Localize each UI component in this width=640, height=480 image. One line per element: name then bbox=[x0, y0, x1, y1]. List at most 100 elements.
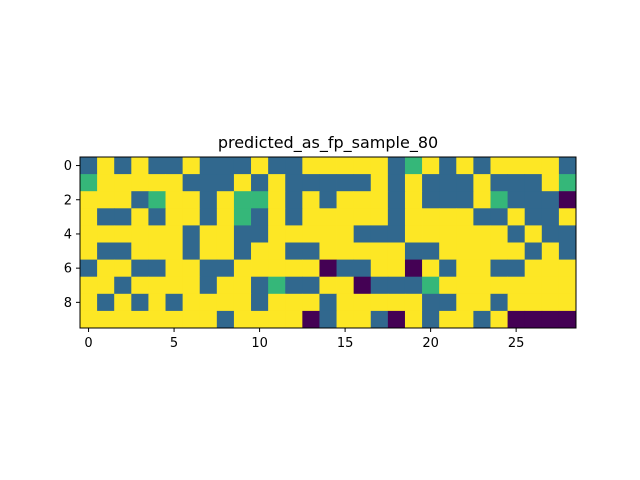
heatmap-cell bbox=[114, 191, 132, 209]
heatmap-cell bbox=[268, 293, 286, 312]
heatmap-cell bbox=[404, 157, 423, 175]
heatmap-cell bbox=[336, 259, 355, 278]
heatmap-cell bbox=[148, 276, 166, 295]
heatmap-cell bbox=[319, 276, 337, 295]
heatmap-cell bbox=[439, 174, 457, 192]
x-tick-label: 25 bbox=[508, 336, 525, 351]
heatmap-cell bbox=[353, 242, 372, 260]
heatmap-cell bbox=[319, 293, 337, 312]
heatmap-cell bbox=[404, 310, 423, 329]
heatmap-cell bbox=[165, 157, 184, 175]
heatmap-cell bbox=[199, 225, 218, 243]
heatmap-cells bbox=[80, 157, 577, 329]
heatmap-cell bbox=[285, 174, 303, 192]
heatmap-cell bbox=[558, 293, 577, 312]
heatmap-cell bbox=[182, 225, 201, 243]
heatmap-cell bbox=[490, 310, 508, 329]
heatmap-cell bbox=[285, 259, 303, 278]
heatmap-cell bbox=[456, 293, 474, 312]
heatmap-cell bbox=[131, 310, 149, 329]
heatmap-cell bbox=[541, 276, 560, 295]
heatmap-cell bbox=[302, 191, 320, 209]
heatmap-cell bbox=[558, 310, 577, 329]
y-tick-label: 8 bbox=[64, 296, 72, 311]
heatmap-cell bbox=[524, 259, 543, 278]
heatmap-cell bbox=[353, 310, 372, 329]
heatmap-cell bbox=[148, 208, 166, 226]
heatmap-cell bbox=[387, 157, 406, 175]
heatmap-cell bbox=[268, 259, 286, 278]
heatmap-cell bbox=[370, 293, 389, 312]
heatmap-cell bbox=[97, 310, 115, 329]
heatmap-cell bbox=[233, 293, 252, 312]
heatmap-cell bbox=[387, 293, 406, 312]
heatmap-cell bbox=[285, 225, 303, 243]
heatmap-cell bbox=[439, 293, 457, 312]
heatmap-cell bbox=[473, 276, 491, 295]
heatmap-cell bbox=[302, 208, 320, 226]
heatmap-cell bbox=[524, 276, 543, 295]
heatmap-cell bbox=[268, 276, 286, 295]
heatmap-cell bbox=[131, 259, 149, 278]
heatmap-cell bbox=[114, 242, 132, 260]
heatmap-cell bbox=[80, 157, 98, 175]
heatmap-cell bbox=[216, 310, 235, 329]
heatmap-cell bbox=[524, 208, 543, 226]
heatmap-cell bbox=[285, 157, 303, 175]
heatmap-cell bbox=[456, 208, 474, 226]
heatmap-cell bbox=[490, 157, 508, 175]
heatmap-cell bbox=[439, 310, 457, 329]
heatmap-cell bbox=[422, 191, 440, 209]
heatmap-cell bbox=[370, 174, 389, 192]
heatmap-cell bbox=[233, 310, 252, 329]
heatmap-cell bbox=[490, 191, 508, 209]
heatmap-cell bbox=[473, 242, 491, 260]
heatmap-cell bbox=[439, 242, 457, 260]
x-tick-label: 20 bbox=[422, 336, 439, 351]
heatmap-cell bbox=[165, 293, 184, 312]
heatmap-cell bbox=[456, 157, 474, 175]
heatmap-cell bbox=[558, 208, 577, 226]
heatmap-cell bbox=[233, 225, 252, 243]
heatmap-cell bbox=[285, 208, 303, 226]
heatmap-cell bbox=[456, 310, 474, 329]
heatmap-cell bbox=[490, 174, 508, 192]
heatmap-cell bbox=[199, 293, 218, 312]
heatmap-cell bbox=[558, 242, 577, 260]
heatmap-cell bbox=[524, 310, 543, 329]
heatmap-cell bbox=[131, 276, 149, 295]
heatmap-cell bbox=[302, 157, 320, 175]
heatmap-cell bbox=[268, 174, 286, 192]
heatmap-cell bbox=[302, 293, 320, 312]
heatmap-cell bbox=[507, 157, 526, 175]
heatmap-cell bbox=[439, 208, 457, 226]
heatmap-cell bbox=[199, 310, 218, 329]
heatmap-cell bbox=[302, 259, 320, 278]
heatmap-cell bbox=[80, 242, 98, 260]
heatmap-cell bbox=[148, 191, 166, 209]
heatmap-cell bbox=[199, 276, 218, 295]
heatmap-cell bbox=[251, 310, 269, 329]
heatmap-cell bbox=[97, 259, 115, 278]
heatmap-cell bbox=[80, 174, 98, 192]
heatmap-cell bbox=[370, 191, 389, 209]
heatmap-cell bbox=[268, 310, 286, 329]
heatmap-cell bbox=[182, 310, 201, 329]
heatmap-cell bbox=[490, 259, 508, 278]
heatmap-cell bbox=[507, 208, 526, 226]
heatmap-cell bbox=[524, 225, 543, 243]
heatmap-cell bbox=[148, 259, 166, 278]
heatmap-cell bbox=[404, 293, 423, 312]
heatmap-cell bbox=[370, 242, 389, 260]
heatmap-cell bbox=[233, 174, 252, 192]
heatmap-cell bbox=[507, 276, 526, 295]
heatmap-cell bbox=[165, 191, 184, 209]
heatmap-cell bbox=[182, 208, 201, 226]
heatmap-cell bbox=[541, 191, 560, 209]
heatmap-cell bbox=[490, 242, 508, 260]
heatmap-cell bbox=[507, 242, 526, 260]
x-tick-label: 0 bbox=[84, 336, 92, 351]
heatmap-cell bbox=[473, 191, 491, 209]
heatmap-cell bbox=[353, 259, 372, 278]
heatmap-cell bbox=[404, 276, 423, 295]
